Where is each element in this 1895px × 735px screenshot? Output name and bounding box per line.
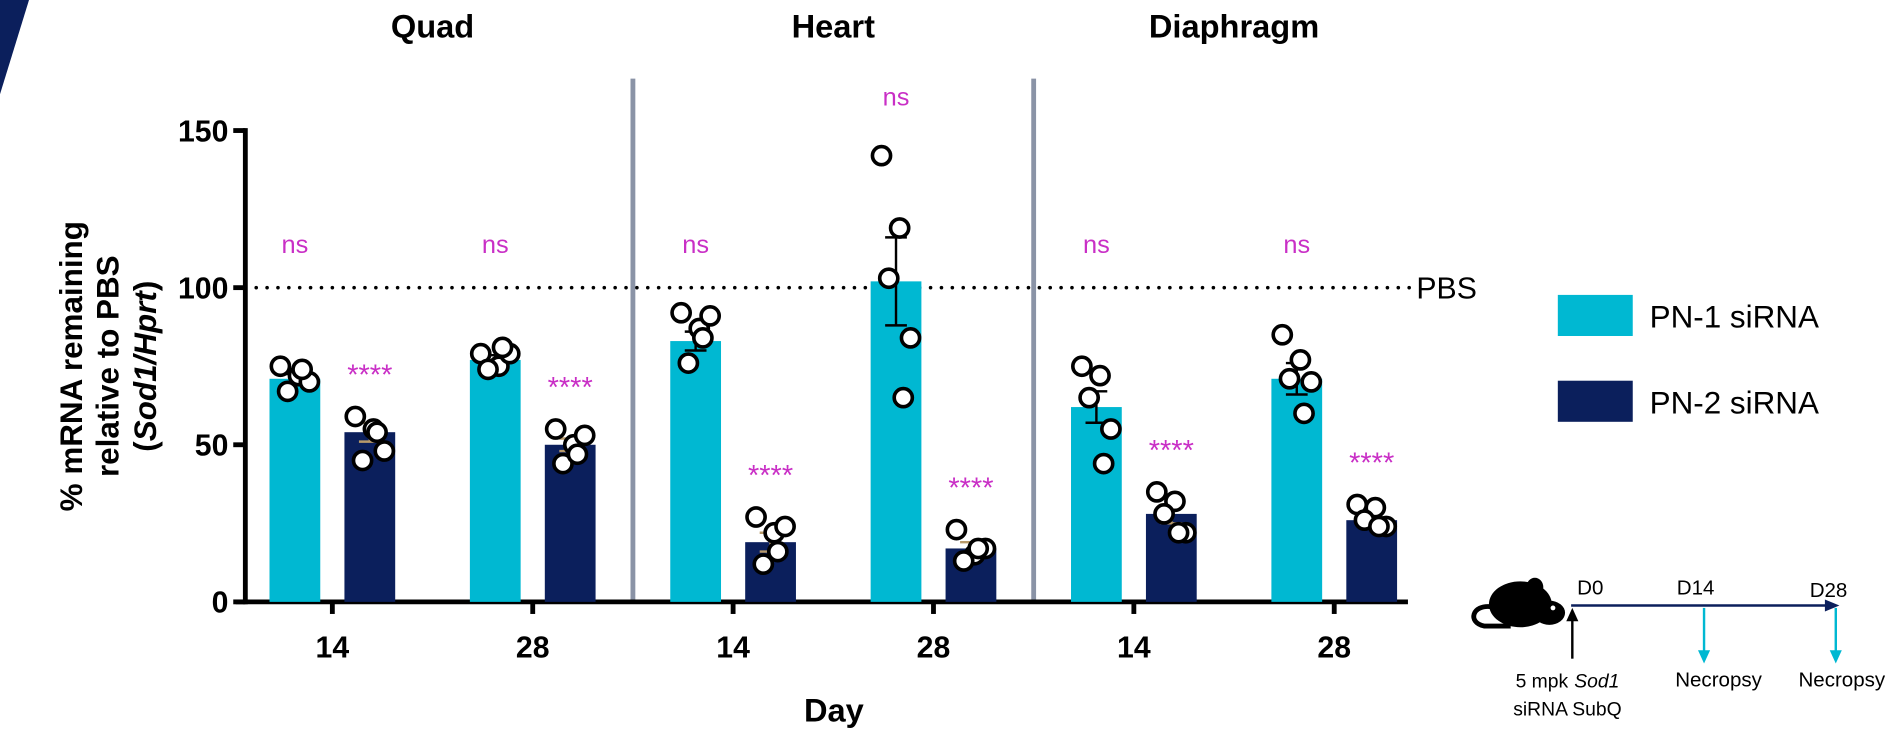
significance-label: ns (281, 231, 308, 259)
data-point (1155, 505, 1173, 523)
mouse-icon (1474, 578, 1565, 628)
legend-label: PN-2 siRNA (1650, 385, 1819, 420)
x-tick-label: 14 (716, 631, 750, 664)
x-tick-label: 14 (1117, 631, 1151, 664)
data-point (901, 329, 919, 347)
data-point (947, 521, 965, 539)
data-point (1295, 404, 1313, 422)
y-tick-label: 0 (212, 587, 229, 620)
data-point (375, 442, 393, 460)
significance-label: ns (482, 231, 509, 259)
data-point (547, 420, 565, 438)
y-axis-label: % mRNA remaining (54, 221, 89, 511)
dose-text: 5 mpk (1516, 672, 1569, 693)
data-point (747, 508, 765, 526)
chart: D0 D14 D28 5 mpkSod1 siRNA SubQ Necropsy… (0, 0, 1895, 730)
data-point (271, 357, 289, 375)
y-label-part: ) (128, 281, 163, 291)
significance-label: **** (1349, 448, 1394, 480)
data-point (969, 539, 987, 557)
legend-swatch (1558, 381, 1633, 422)
data-point (672, 304, 690, 322)
x-tick-label: 28 (516, 631, 550, 664)
data-point (1091, 367, 1109, 385)
y-label-part: Sod1/Hprt (128, 290, 163, 442)
y-label-part: ( (128, 441, 163, 452)
necropsy-arrowhead (1698, 650, 1710, 663)
data-point (679, 354, 697, 372)
data-point (346, 407, 364, 425)
dose-arrowhead (1566, 608, 1578, 621)
y-tick-label: 100 (178, 273, 228, 306)
data-point (1280, 370, 1298, 388)
panel-title: Heart (792, 7, 876, 44)
y-axis-label: (Sod1/Hprt) (128, 281, 163, 452)
bar (270, 379, 321, 602)
corner-decoration (0, 0, 29, 94)
data-point (1302, 373, 1320, 391)
data-point (872, 147, 890, 165)
data-point (894, 389, 912, 407)
data-point (576, 426, 594, 444)
data-point (493, 338, 511, 356)
significance-label: **** (1149, 435, 1194, 467)
significance-label: ns (682, 231, 709, 259)
timeline-day: D0 (1577, 577, 1603, 600)
necropsy-arrowhead (1830, 650, 1842, 663)
data-point (279, 382, 297, 400)
significance-label: ns (1283, 231, 1310, 259)
x-tick-label: 14 (316, 631, 350, 664)
y-tick-label: 50 (195, 430, 229, 463)
timeline-day: D28 (1810, 579, 1848, 602)
event-label: Necropsy (1675, 668, 1762, 691)
data-point (880, 269, 898, 287)
data-point (701, 307, 719, 325)
data-point (1148, 483, 1166, 501)
data-point (353, 451, 371, 469)
timeline-day: D14 (1677, 577, 1715, 600)
legend-label: PN-1 siRNA (1650, 300, 1819, 335)
data-point (1073, 357, 1091, 375)
data-point (1273, 326, 1291, 344)
reference-label: PBS (1416, 273, 1476, 306)
data-point (1102, 420, 1120, 438)
x-axis-label: Day (804, 692, 864, 729)
panel-title: Quad (391, 7, 474, 44)
data-point (694, 329, 712, 347)
dose-route: siRNA SubQ (1513, 699, 1622, 720)
data-point (776, 517, 794, 535)
significance-label: ns (1083, 231, 1110, 259)
bar (670, 341, 721, 602)
data-point (568, 445, 586, 463)
panel-title: Diaphragm (1149, 7, 1319, 44)
x-tick-label: 28 (917, 631, 951, 664)
dose-gene: Sod1 (1574, 672, 1619, 693)
legend-swatch (1558, 295, 1633, 336)
data-point (1170, 524, 1188, 542)
significance-label: **** (548, 372, 593, 404)
data-point (891, 219, 909, 237)
significance-label: **** (347, 360, 392, 392)
data-point (479, 360, 497, 378)
y-tick-label: 150 (178, 115, 228, 148)
data-point (769, 543, 787, 561)
data-point (1370, 517, 1388, 535)
data-point (293, 360, 311, 378)
page: {"chart_data": { "type": "bar", "groups"… (0, 0, 1895, 735)
y-axis-label: relative to PBS (90, 255, 125, 477)
data-point (1095, 455, 1113, 473)
significance-label: **** (948, 473, 993, 505)
bar (470, 360, 521, 602)
significance-label: ns (883, 83, 910, 111)
event-label: Necropsy (1798, 668, 1885, 691)
data-point (1291, 351, 1309, 369)
significance-label: **** (748, 460, 793, 492)
data-point (1080, 389, 1098, 407)
x-tick-label: 28 (1317, 631, 1351, 664)
data-point (368, 423, 386, 441)
